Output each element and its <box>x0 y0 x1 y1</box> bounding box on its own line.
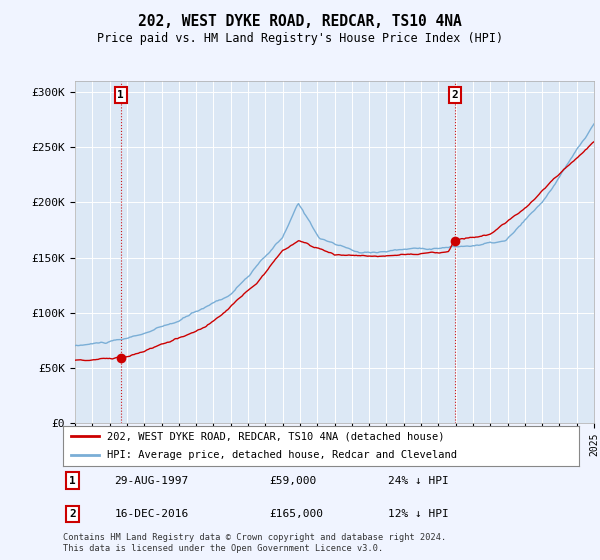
Text: 24% ↓ HPI: 24% ↓ HPI <box>388 476 449 486</box>
Text: 16-DEC-2016: 16-DEC-2016 <box>115 509 189 519</box>
Text: 202, WEST DYKE ROAD, REDCAR, TS10 4NA (detached house): 202, WEST DYKE ROAD, REDCAR, TS10 4NA (d… <box>107 432 445 441</box>
Text: 12% ↓ HPI: 12% ↓ HPI <box>388 509 449 519</box>
Text: 2: 2 <box>451 90 458 100</box>
Text: 2: 2 <box>69 509 76 519</box>
Text: 1: 1 <box>69 476 76 486</box>
Text: Price paid vs. HM Land Registry's House Price Index (HPI): Price paid vs. HM Land Registry's House … <box>97 32 503 45</box>
Text: 1: 1 <box>118 90 124 100</box>
Text: Contains HM Land Registry data © Crown copyright and database right 2024.
This d: Contains HM Land Registry data © Crown c… <box>63 533 446 553</box>
Text: 29-AUG-1997: 29-AUG-1997 <box>115 476 189 486</box>
Text: 202, WEST DYKE ROAD, REDCAR, TS10 4NA: 202, WEST DYKE ROAD, REDCAR, TS10 4NA <box>138 14 462 29</box>
Text: HPI: Average price, detached house, Redcar and Cleveland: HPI: Average price, detached house, Redc… <box>107 450 457 460</box>
Text: £165,000: £165,000 <box>269 509 323 519</box>
Text: £59,000: £59,000 <box>269 476 317 486</box>
